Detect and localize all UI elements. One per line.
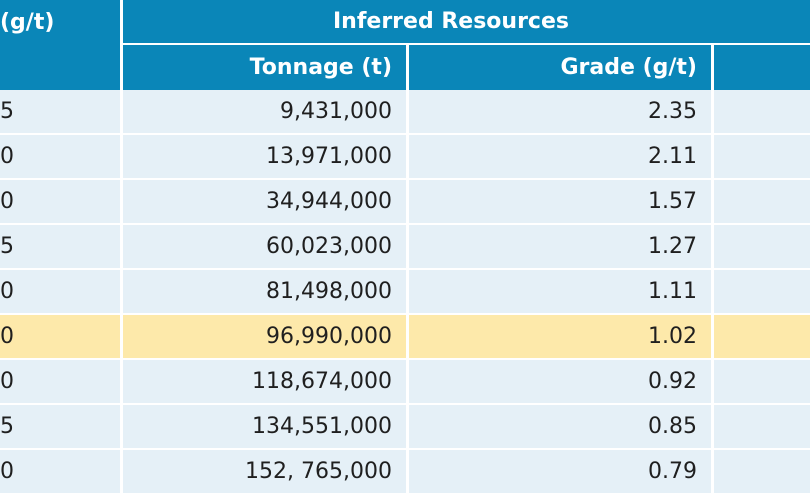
left-cell: 5 bbox=[0, 405, 120, 450]
grade-cell: 0.79 bbox=[409, 450, 711, 495]
left-cell: 0 bbox=[0, 135, 120, 180]
extra-cell bbox=[714, 405, 810, 450]
left-cell: 0 bbox=[0, 450, 120, 495]
left-column-header-spacer bbox=[0, 45, 120, 90]
grade-cell: 2.11 bbox=[409, 135, 711, 180]
grade-cell: 0.92 bbox=[409, 360, 711, 405]
tonnage-cell: 152, 765,000 bbox=[123, 450, 406, 495]
grade-cell: 1.57 bbox=[409, 180, 711, 225]
tonnage-cell: 60,023,000 bbox=[123, 225, 406, 270]
extra-cell bbox=[714, 315, 810, 360]
tonnage-cell: 81,498,000 bbox=[123, 270, 406, 315]
extra-cell bbox=[714, 135, 810, 180]
left-cell: 0 bbox=[0, 360, 120, 405]
extra-cell bbox=[714, 270, 810, 315]
left-column-header: (g/t) bbox=[0, 0, 120, 45]
extra-column-header bbox=[714, 45, 810, 90]
tonnage-cell: 118,674,000 bbox=[123, 360, 406, 405]
extra-cell bbox=[714, 360, 810, 405]
grade-cell: 1.11 bbox=[409, 270, 711, 315]
left-cell: 0 bbox=[0, 180, 120, 225]
extra-cell bbox=[714, 225, 810, 270]
tonnage-cell: 13,971,000 bbox=[123, 135, 406, 180]
tonnage-cell: 9,431,000 bbox=[123, 90, 406, 135]
left-cell: 5 bbox=[0, 90, 120, 135]
extra-cell bbox=[714, 450, 810, 495]
inferred-resources-header: Inferred Resources bbox=[123, 0, 810, 45]
tonnage-column-header: Tonnage (t) bbox=[123, 45, 406, 90]
grade-cell: 0.85 bbox=[409, 405, 711, 450]
tonnage-cell: 134,551,000 bbox=[123, 405, 406, 450]
grade-column-header: Grade (g/t) bbox=[409, 45, 711, 90]
grade-cell: 2.35 bbox=[409, 90, 711, 135]
left-cell: 0 bbox=[0, 270, 120, 315]
left-cell: 5 bbox=[0, 225, 120, 270]
grade-cell: 1.27 bbox=[409, 225, 711, 270]
extra-cell bbox=[714, 90, 810, 135]
grade-cell: 1.02 bbox=[409, 315, 711, 360]
left-cell: 0 bbox=[0, 315, 120, 360]
tonnage-cell: 96,990,000 bbox=[123, 315, 406, 360]
tonnage-cell: 34,944,000 bbox=[123, 180, 406, 225]
extra-cell bbox=[714, 180, 810, 225]
